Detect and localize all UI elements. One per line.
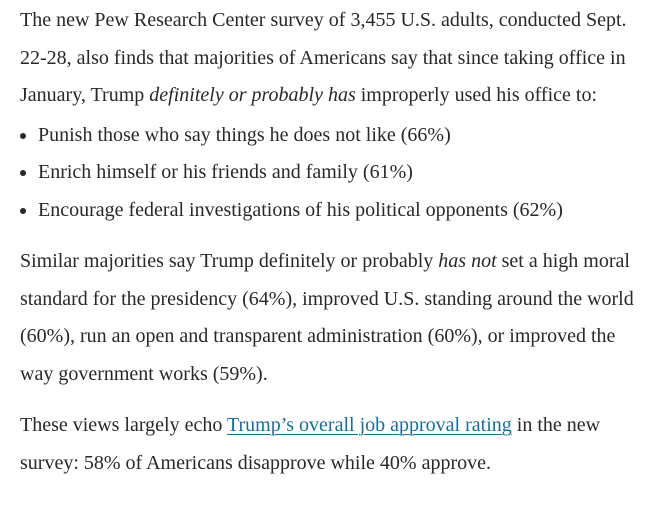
similar-text-start: Similar majorities say Trump definitely … xyxy=(20,250,439,272)
emphasis-has-not: has not xyxy=(438,250,497,272)
paragraph-survey-intro: The new Pew Research Center survey of 3,… xyxy=(20,2,643,115)
emphasis-definitely-or-probably-has: definitely or probably has xyxy=(149,84,356,106)
job-approval-link[interactable]: Trump’s overall job approval rating xyxy=(226,414,512,436)
similar-text-end: set a high moral standard for the presid… xyxy=(20,250,634,385)
intro-text-end: improperly used his office to: xyxy=(355,84,597,106)
article-body: The new Pew Research Center survey of 3,… xyxy=(0,0,663,482)
approval-text-end: in the new survey: 58% of Americans disa… xyxy=(20,414,601,474)
list-item-enrich: Enrich himself or his friends and family… xyxy=(38,154,643,192)
paragraph-similar-majorities: Similar majorities say Trump definitely … xyxy=(20,243,643,393)
list-item-encourage: Encourage federal investigations of his … xyxy=(38,192,643,230)
intro-text-start: The new Pew Research Center survey of 3,… xyxy=(20,9,627,106)
paragraph-job-approval: These views largely echo Trump’s overall… xyxy=(20,407,643,482)
list-item-punish: Punish those who say things he does not … xyxy=(38,117,643,155)
approval-text-start: These views largely echo xyxy=(20,414,227,436)
findings-list: Punish those who say things he does not … xyxy=(20,117,643,230)
